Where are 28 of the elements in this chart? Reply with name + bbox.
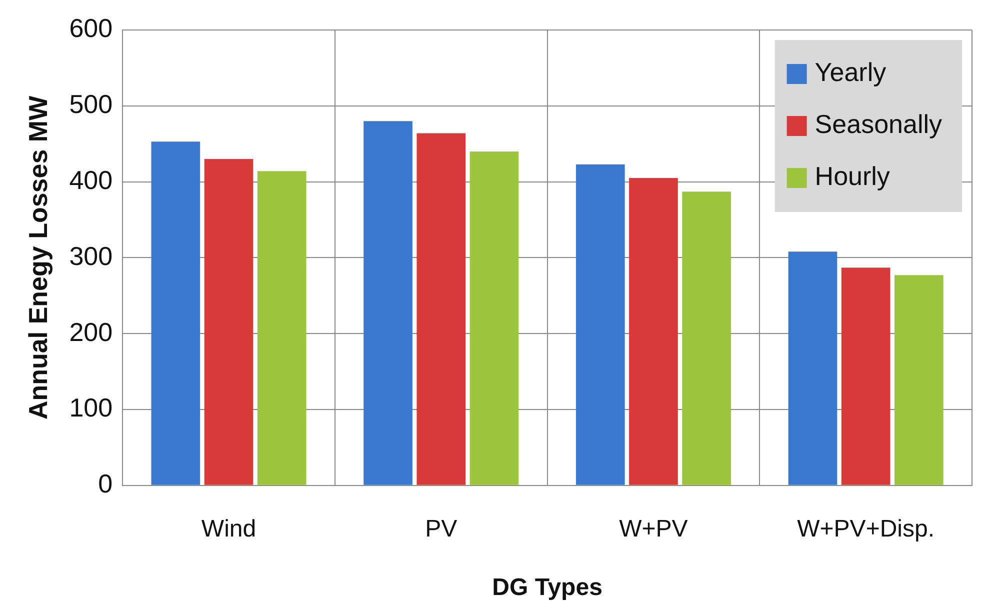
legend-label: Hourly [814,161,890,192]
x-axis-title: DG Types [492,574,602,602]
x-tick-label: W+PV+Disp. [797,515,935,542]
bar [470,151,519,485]
legend-label: Seasonally [814,109,942,140]
bar [788,252,838,485]
y-tick-label: 600 [69,13,113,44]
legend-label: Yearly [814,57,886,88]
bar [894,275,944,485]
y-tick-label: 400 [69,164,113,195]
y-tick-label: 300 [69,240,113,271]
bar [257,171,306,485]
x-tick-label: PV [425,515,458,542]
y-tick-label: 100 [69,392,113,423]
bar [204,159,254,485]
bar [576,164,625,485]
y-axis-title: Annual Enegy Losses MW [22,95,53,420]
bar [416,133,466,485]
y-tick-label: 0 [98,468,113,499]
y-tick-label: 500 [69,89,113,120]
y-tick-label: 200 [69,316,113,347]
bar [629,178,678,485]
x-tick-label: W+PV [619,515,688,542]
x-tick-label: Wind [201,515,256,542]
bar [682,192,731,485]
bar [841,268,890,485]
bar [364,121,412,485]
bar [151,142,200,485]
